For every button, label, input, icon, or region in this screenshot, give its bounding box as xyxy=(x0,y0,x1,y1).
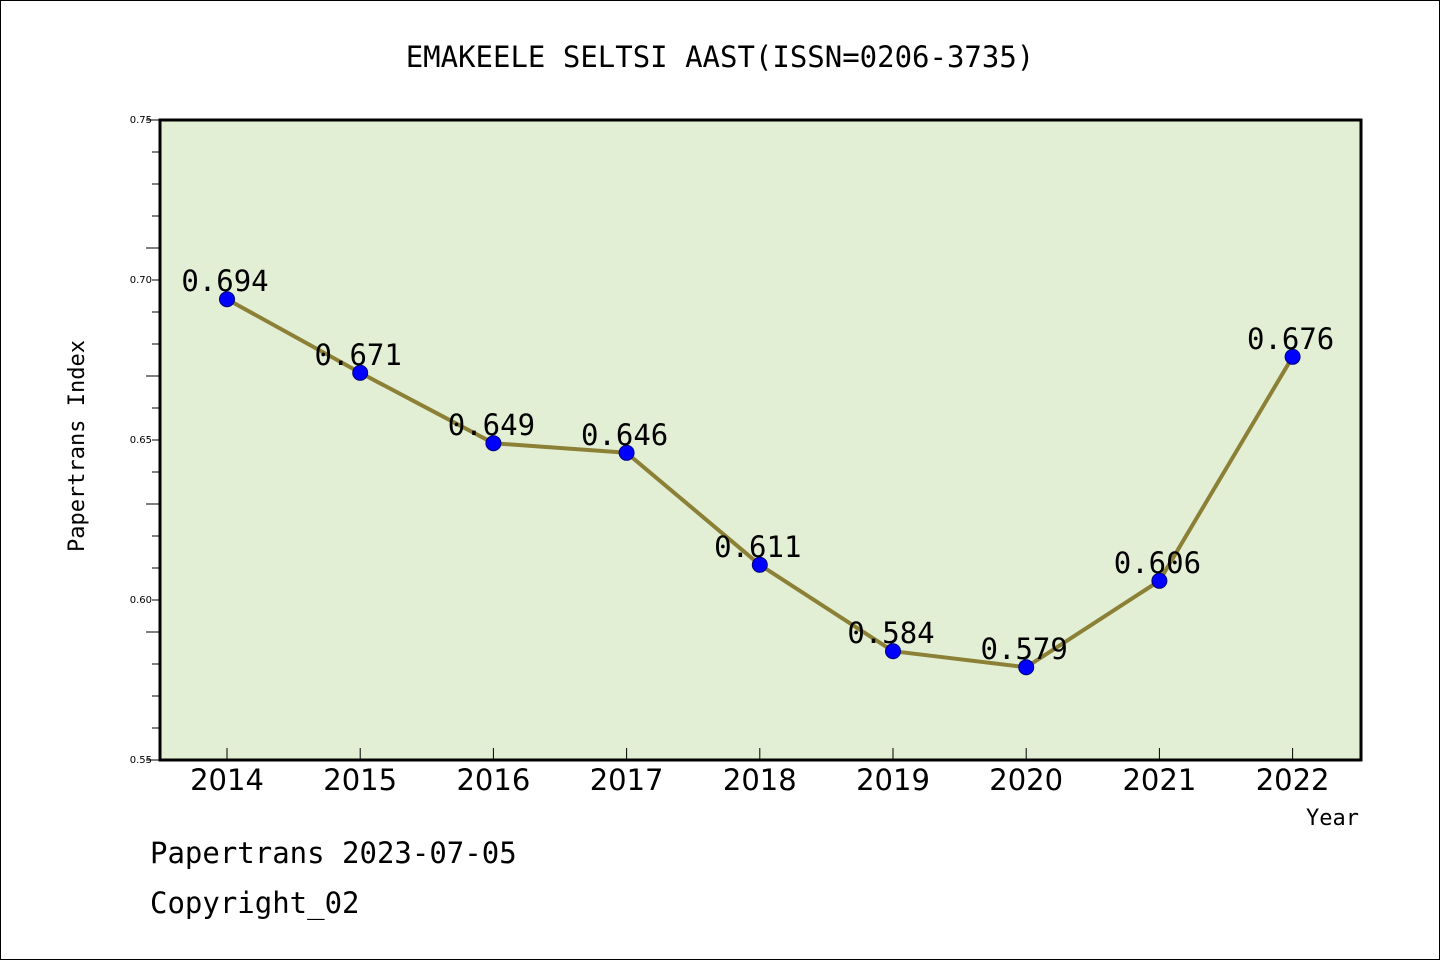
data-point xyxy=(1018,659,1035,676)
data-point xyxy=(485,435,502,452)
x-tick-label: 2018 xyxy=(723,763,797,797)
data-label: 0.611 xyxy=(714,530,801,564)
data-label: 0.671 xyxy=(315,338,402,372)
footer-copyright: Copyright_02 xyxy=(150,886,360,920)
y-tick-label: 0.75 xyxy=(130,115,152,126)
x-tick-label: 2017 xyxy=(590,763,664,797)
y-tick-label: 0.60 xyxy=(130,595,152,606)
data-point xyxy=(885,643,901,660)
footer-source: Papertrans 2023-07-05 xyxy=(150,836,517,870)
data-label: 0.584 xyxy=(847,616,934,650)
data-point xyxy=(751,556,768,573)
plot-border xyxy=(158,118,1363,762)
x-axis: 2014 2015 2016 2017 2018 2019 2020 2021 2022 xyxy=(190,748,1330,797)
x-axis-label: Year xyxy=(1306,806,1359,831)
x-tick-label: 2014 xyxy=(190,763,264,797)
x-tick-label: 2022 xyxy=(1256,763,1330,797)
x-tick-label: 2021 xyxy=(1122,763,1196,797)
data-label: 0.694 xyxy=(181,264,268,298)
y-tick-label: 0.55 xyxy=(130,755,152,766)
data-point xyxy=(1151,572,1168,589)
data-label: 0.606 xyxy=(1114,546,1201,580)
data-label: 0.649 xyxy=(448,408,535,442)
x-tick-label: 2019 xyxy=(856,763,930,797)
data-label: 0.579 xyxy=(981,632,1068,666)
data-point xyxy=(1284,348,1301,365)
y-axis-label: Papertrans Index xyxy=(65,340,90,552)
x-tick-label: 2015 xyxy=(323,763,397,797)
chart-title: EMAKEELE SELTSI AAST(ISSN=0206-3735) xyxy=(406,40,1035,74)
series-line-group: 0.694 0.671 0.649 0.646 0.611 0.584 0.579 0.606… xyxy=(181,264,1334,676)
data-point xyxy=(219,291,235,308)
y-tick-label: 0.65 xyxy=(130,435,152,446)
y-tick-label: 0.70 xyxy=(130,275,152,286)
data-point xyxy=(618,444,635,461)
data-label: 0.676 xyxy=(1247,322,1334,356)
plot-area xyxy=(160,120,1361,760)
data-point xyxy=(352,364,369,381)
x-tick-label: 2016 xyxy=(456,763,530,797)
data-label: 0.646 xyxy=(581,418,668,452)
x-tick-label: 2020 xyxy=(989,763,1063,797)
y-axis: 0.55 0.60 0.65 0.70 0.75 xyxy=(130,115,160,766)
